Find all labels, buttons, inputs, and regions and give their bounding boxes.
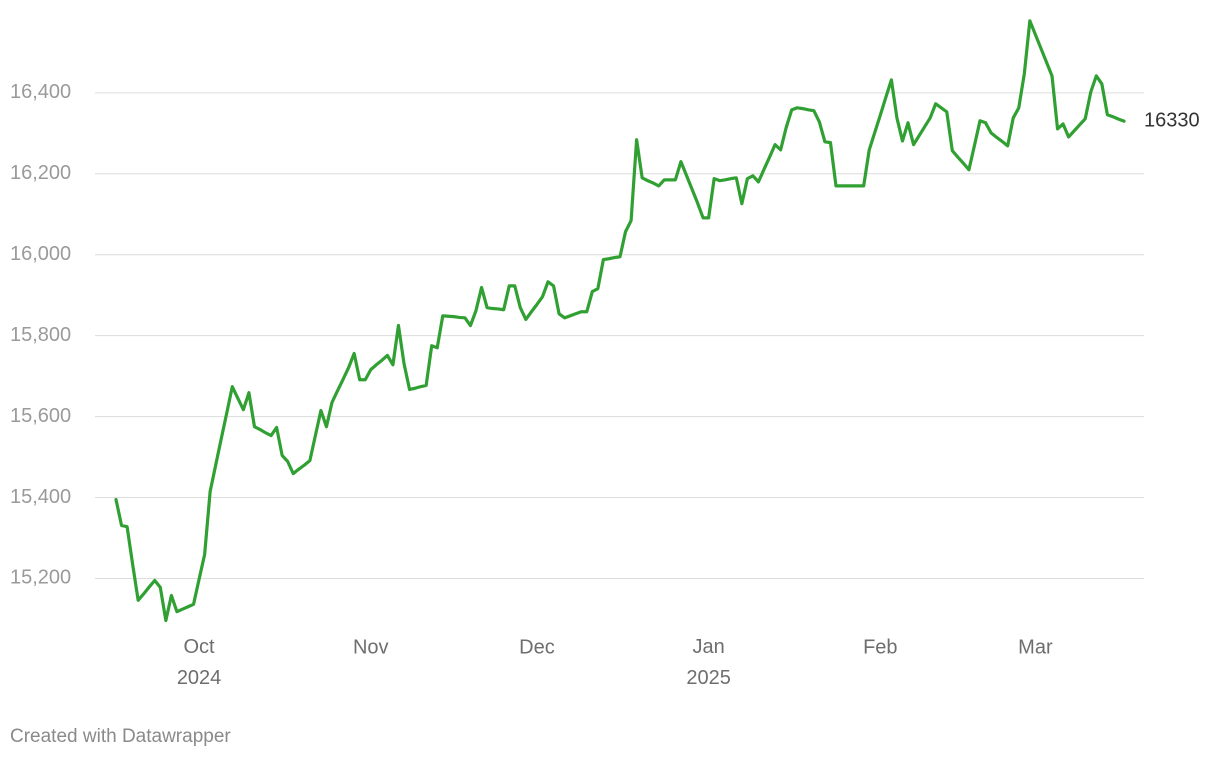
y-tick-label: 16,400 <box>10 81 71 103</box>
x-tick-label: Oct 2024 <box>177 636 222 689</box>
x-tick-label: Feb <box>863 636 897 658</box>
y-tick-label: 15,200 <box>10 567 71 589</box>
footer: Created with Datawrapper <box>10 726 231 747</box>
x-tick-label: Nov <box>353 636 389 658</box>
x-tick-label: Jan 2025 <box>686 636 731 689</box>
y-tick-label: 16,000 <box>10 243 71 265</box>
x-tick-label: Mar <box>1018 636 1053 658</box>
end-label: 16330 <box>1144 109 1200 131</box>
y-tick-label: 15,800 <box>10 324 71 346</box>
line <box>114 19 1126 623</box>
x-tick-label: Dec <box>519 636 555 658</box>
y-tick-label: 15,600 <box>10 405 71 427</box>
y-tick-label: 15,400 <box>10 486 71 508</box>
y-tick-label: 16,200 <box>10 162 71 184</box>
